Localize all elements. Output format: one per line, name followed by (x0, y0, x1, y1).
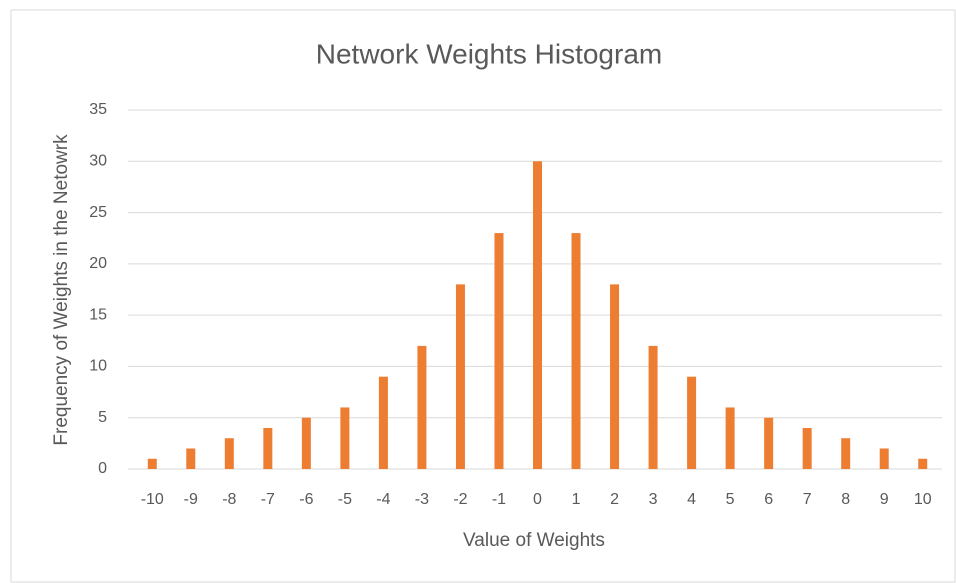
x-tick-label: 0 (533, 491, 542, 508)
bar (687, 376, 697, 469)
bar (533, 161, 542, 470)
bar (186, 448, 196, 469)
y-tick-label: 15 (89, 306, 107, 323)
bar (841, 438, 851, 469)
x-tick-label: -7 (261, 491, 275, 508)
x-tick-label: 10 (914, 491, 932, 508)
bar (918, 458, 928, 469)
bar (571, 233, 581, 469)
x-tick-label: 9 (880, 491, 889, 508)
bar (802, 427, 812, 469)
x-tick-label: -4 (376, 491, 390, 508)
y-tick-label: 20 (89, 255, 107, 272)
bar (648, 345, 658, 469)
bar (455, 284, 465, 469)
bar (263, 427, 273, 469)
x-tick-label: -1 (492, 491, 506, 508)
x-tick-label: 8 (841, 491, 850, 508)
bar (494, 233, 504, 469)
x-tick-label: -3 (415, 491, 429, 508)
y-axis-title: Frequency of Weights in the Netowrk (51, 134, 72, 446)
x-tick-label: -9 (184, 491, 198, 508)
bar (417, 345, 427, 469)
x-tick-label: -5 (338, 491, 352, 508)
chart-frame (10, 9, 956, 583)
x-tick-label: 4 (687, 491, 696, 508)
x-tick-label: 6 (764, 491, 773, 508)
x-tick-label: 3 (649, 491, 658, 508)
y-tick-label: 35 (89, 101, 107, 118)
y-tick-label: 0 (98, 460, 107, 477)
chart-title: Network Weights Histogram (316, 38, 662, 69)
bar (224, 438, 234, 469)
bar (610, 284, 620, 469)
bar (879, 448, 889, 469)
x-axis-title: Value of Weights (463, 530, 605, 551)
bar (301, 417, 311, 469)
bar (764, 417, 774, 469)
y-tick-label: 5 (98, 409, 107, 426)
bar (378, 376, 388, 469)
bar (725, 407, 735, 469)
x-tick-label: -8 (222, 491, 236, 508)
y-tick-label: 10 (89, 358, 107, 375)
x-tick-label: 1 (572, 491, 581, 508)
bar (147, 458, 157, 469)
x-tick-label: 7 (803, 491, 812, 508)
x-tick-label: -2 (453, 491, 467, 508)
x-tick-label: 2 (610, 491, 619, 508)
x-tick-label: 5 (726, 491, 735, 508)
x-tick-label: -10 (141, 491, 164, 508)
bar (340, 407, 350, 469)
y-tick-label: 25 (89, 204, 107, 221)
y-tick-label: 30 (89, 153, 107, 170)
x-tick-label: -6 (299, 491, 313, 508)
